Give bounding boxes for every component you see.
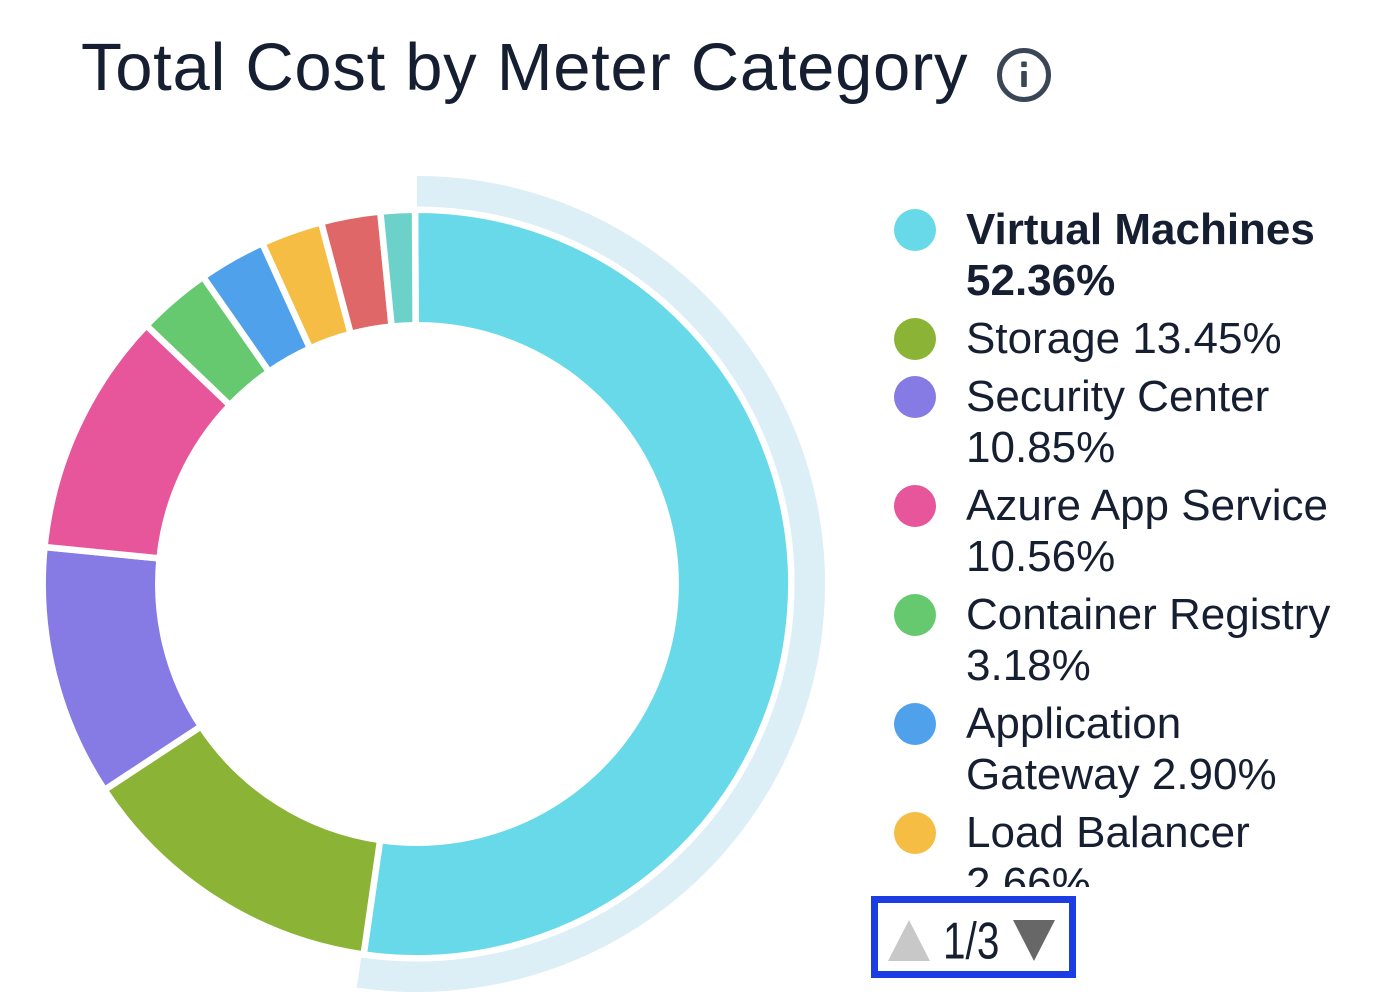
svg-text:1/3: 1/3	[943, 912, 999, 970]
